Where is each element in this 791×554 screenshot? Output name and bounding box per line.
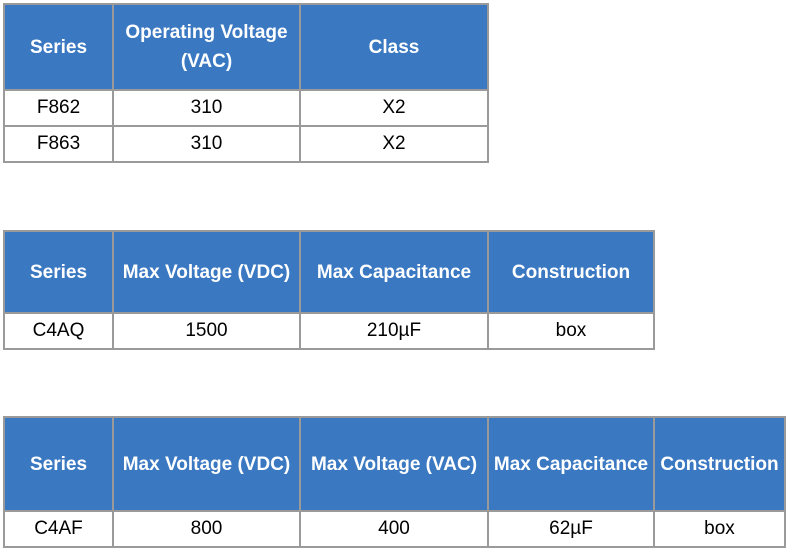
series-table-f86x: Series Operating Voltage (VAC) Class F86… (3, 3, 489, 163)
cell-construction: box (487, 312, 655, 350)
cell-max-capacitance: 62µF (487, 510, 655, 548)
header-series: Series (3, 230, 114, 314)
table-row: F863 310 X2 (3, 125, 489, 163)
cell-series: C4AQ (3, 312, 114, 350)
header-max-capacitance: Max Capacitance (299, 230, 489, 314)
cell-construction: box (653, 510, 786, 548)
cell-class: X2 (299, 125, 489, 163)
cell-series: F863 (3, 125, 114, 163)
table-header-row: Series Max Voltage (VDC) Max Voltage (VA… (3, 416, 786, 512)
cell-operating-voltage: 310 (112, 125, 301, 163)
table-row: F862 310 X2 (3, 89, 489, 127)
header-operating-voltage: Operating Voltage (VAC) (112, 3, 301, 91)
cell-class: X2 (299, 89, 489, 127)
table-header-row: Series Max Voltage (VDC) Max Capacitance… (3, 230, 655, 314)
header-construction: Construction (487, 230, 655, 314)
series-table-c4af: Series Max Voltage (VDC) Max Voltage (VA… (3, 416, 786, 548)
header-max-voltage-vac: Max Voltage (VAC) (299, 416, 489, 512)
table-row: C4AQ 1500 210µF box (3, 312, 655, 350)
header-max-capacitance: Max Capacitance (487, 416, 655, 512)
header-construction: Construction (653, 416, 786, 512)
series-table-c4aq: Series Max Voltage (VDC) Max Capacitance… (3, 230, 655, 350)
cell-max-voltage-vdc: 800 (112, 510, 301, 548)
cell-max-voltage-vac: 400 (299, 510, 489, 548)
cell-max-capacitance: 210µF (299, 312, 489, 350)
table-row: C4AF 800 400 62µF box (3, 510, 786, 548)
cell-series: F862 (3, 89, 114, 127)
cell-operating-voltage: 310 (112, 89, 301, 127)
cell-series: C4AF (3, 510, 114, 548)
header-max-voltage-vdc: Max Voltage (VDC) (112, 230, 301, 314)
header-series: Series (3, 3, 114, 91)
table-header-row: Series Operating Voltage (VAC) Class (3, 3, 489, 91)
header-series: Series (3, 416, 114, 512)
header-class: Class (299, 3, 489, 91)
header-max-voltage-vdc: Max Voltage (VDC) (112, 416, 301, 512)
cell-max-voltage-vdc: 1500 (112, 312, 301, 350)
